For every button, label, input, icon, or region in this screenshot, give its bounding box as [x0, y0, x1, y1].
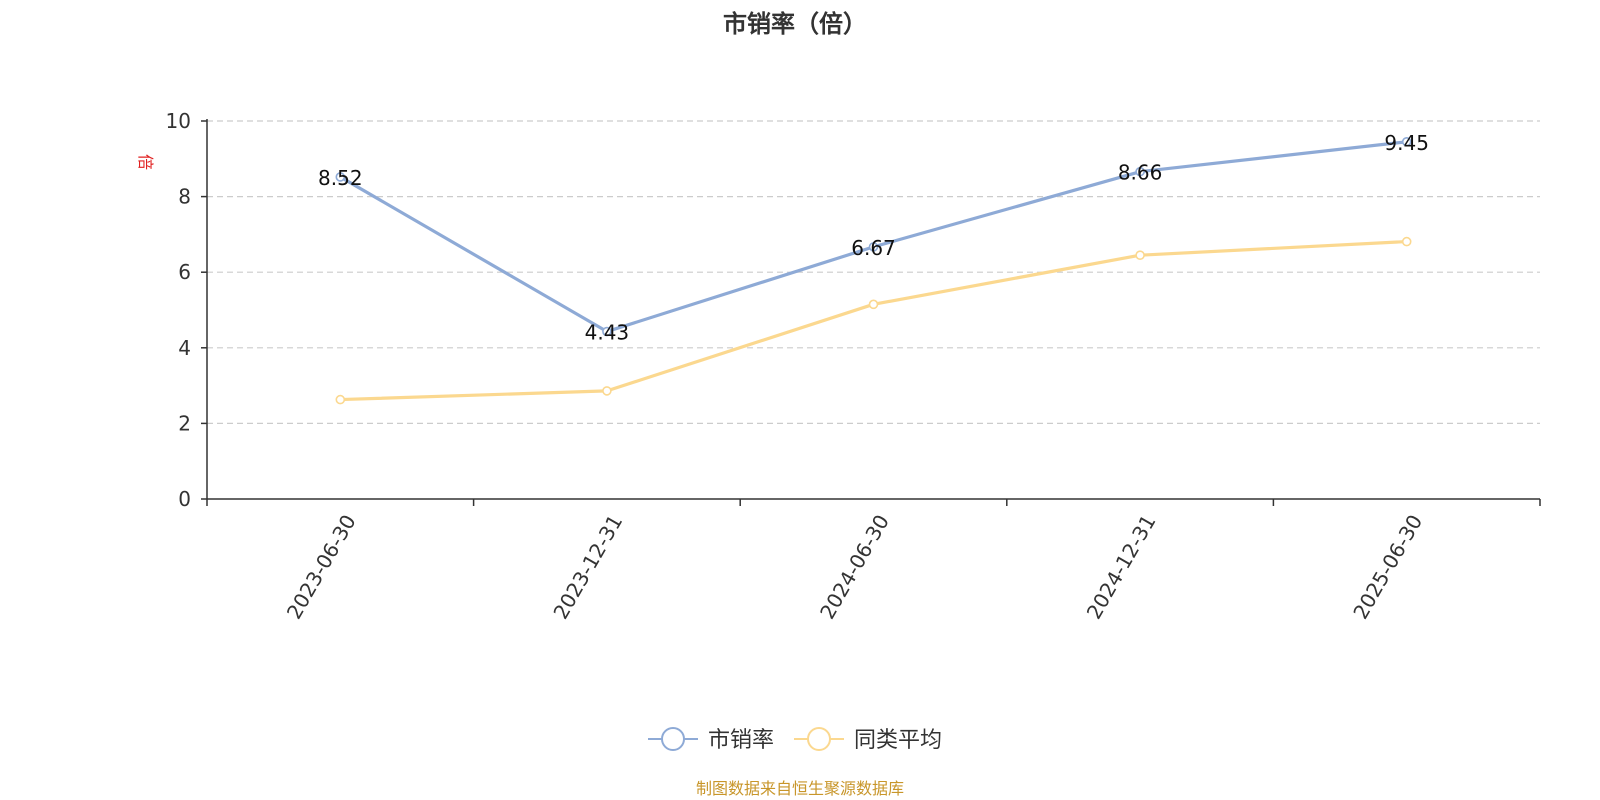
y-tick-label: 0 [178, 487, 191, 511]
series-line [340, 239, 1407, 402]
data-point [335, 394, 346, 405]
legend-marker [807, 727, 831, 751]
x-tick-label: 2024-12-31 [1082, 511, 1161, 624]
data-labels: 8.52 4.43 6.67 8.66 9.45 [318, 131, 1429, 345]
data-label: 8.66 [1118, 161, 1163, 185]
legend[interactable]: 市销率 同类平均 [648, 727, 942, 753]
data-point [602, 386, 612, 396]
x-tick-label: 2023-12-31 [548, 511, 627, 624]
legend-label: 同类平均 [854, 728, 942, 753]
data-point [602, 326, 612, 337]
series-lines [335, 136, 1412, 405]
data-point [1401, 236, 1412, 247]
data-point [1135, 250, 1145, 260]
x-tick-label: 2024-06-30 [815, 511, 894, 624]
y-tick-label: 6 [178, 260, 191, 284]
chart-title: 市销率（倍） [723, 10, 867, 38]
data-point [1135, 166, 1145, 177]
y-tick-label: 8 [178, 185, 191, 209]
data-label: 6.67 [851, 236, 896, 260]
y-tick-label: 2 [178, 411, 191, 435]
data-label: 8.52 [318, 166, 363, 190]
y-tick-label: 4 [178, 336, 191, 360]
legend-item[interactable]: 同类平均 [794, 727, 942, 753]
x-tick-label: 2025-06-30 [1348, 511, 1427, 624]
data-label: 9.45 [1384, 131, 1429, 155]
x-tick-label: 2023-06-30 [282, 511, 361, 624]
data-point [1401, 136, 1412, 147]
data-point [868, 299, 879, 310]
axes: 0 2 4 6 8 10 2023-06-30 2023-12-31 2024-06-30 202… [166, 109, 1541, 624]
source-note: 制图数据来自恒生聚源数据库 [696, 779, 904, 798]
data-label: 4.43 [585, 321, 630, 345]
legend-label: 市销率 [708, 728, 774, 753]
legend-item[interactable]: 市销率 [648, 727, 774, 753]
y-axis-unit-label: 倍 [136, 154, 155, 170]
data-point [335, 172, 346, 182]
grid-lines [207, 120, 1540, 424]
legend-marker [661, 727, 685, 751]
y-tick-label: 10 [166, 109, 191, 133]
data-point [868, 242, 879, 252]
